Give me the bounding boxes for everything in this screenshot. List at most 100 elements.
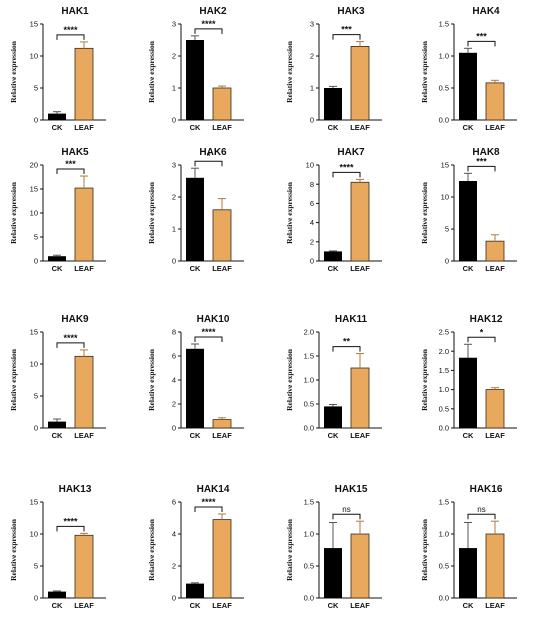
x-tick-label: CK xyxy=(52,123,63,132)
chart-svg: HAK7 Relative expression 0 2 4 6 8 10 CK LEAF **** xyxy=(285,147,382,273)
y-tick-label: 1.5 xyxy=(304,352,314,361)
chart-svg: HAK3 Relative expression 0 1 2 3 CK LEAF *** xyxy=(285,6,382,132)
significance-bracket xyxy=(56,525,85,532)
y-axis-label: Relative expression xyxy=(9,40,18,103)
y-tick-label: 2 xyxy=(172,400,176,409)
y-tick-label: 2 xyxy=(172,562,176,571)
y-axis-label: Relative expression xyxy=(420,40,429,103)
significance-label: *** xyxy=(341,25,352,35)
x-tick-label: LEAF xyxy=(485,601,505,610)
y-tick-label: 10 xyxy=(441,193,449,202)
bar-ck xyxy=(459,181,477,261)
bar-ck xyxy=(48,256,66,261)
significance-label: **** xyxy=(63,333,78,343)
y-tick-label: 15 xyxy=(30,328,38,337)
y-tick-label: 1.0 xyxy=(304,376,314,385)
chart-title: HAK6 xyxy=(199,147,227,158)
chart-title: HAK12 xyxy=(470,314,503,325)
y-tick-label: 6 xyxy=(172,498,176,507)
significance-label: **** xyxy=(201,327,216,337)
chart-panel-hak10: HAK10 Relative expression 0 2 4 6 8 CK LEAF **** xyxy=(141,308,269,448)
y-tick-label: 3 xyxy=(310,20,314,29)
y-tick-label: 0 xyxy=(172,594,176,603)
bar-ck xyxy=(324,88,342,120)
y-tick-label: 5 xyxy=(34,392,38,401)
bar-leaf xyxy=(485,533,505,599)
y-tick-label: 1.0 xyxy=(439,385,449,394)
chart-panel-hak9: HAK9 Relative expression 0 5 10 15 CK LEAF **** xyxy=(3,308,131,448)
significance-label: * xyxy=(480,327,484,337)
chart-svg: HAK11 Relative expression 0.0 0.5 1.0 1.5 2.0 C… xyxy=(285,314,382,440)
y-tick-label: 1 xyxy=(172,84,176,93)
y-tick-label: 0.5 xyxy=(304,562,314,571)
chart-title: HAK3 xyxy=(337,6,365,17)
x-tick-label: LEAF xyxy=(350,431,370,440)
bar-leaf xyxy=(212,419,232,429)
y-tick-label: 4 xyxy=(310,218,314,227)
x-tick-label: CK xyxy=(463,264,474,273)
x-tick-label: CK xyxy=(190,264,201,273)
significance-bracket xyxy=(332,346,361,352)
chart-panel-hak5: HAK5 Relative expression 0 5 10 15 20 CK LEAF *** xyxy=(3,141,131,281)
y-tick-label: 2 xyxy=(310,237,314,246)
y-tick-label: 10 xyxy=(30,530,38,539)
chart-panel-hak16: HAK16 Relative expression 0.0 0.5 1.0 1.5 CK LE… xyxy=(414,478,542,618)
x-tick-label: CK xyxy=(463,431,474,440)
chart-svg: HAK9 Relative expression 0 5 10 15 CK LEAF **** xyxy=(9,314,106,440)
x-tick-label: CK xyxy=(190,123,201,132)
y-tick-label: 15 xyxy=(30,185,38,194)
chart-panel-hak6: HAK6 Relative expression 0 1 2 3 CK LEAF * xyxy=(141,141,269,281)
significance-label: ns xyxy=(342,505,350,514)
y-tick-label: 10 xyxy=(30,52,38,61)
significance-bracket xyxy=(194,336,223,342)
y-tick-label: 4 xyxy=(172,376,176,385)
bar-ck xyxy=(186,177,204,261)
y-tick-label: 15 xyxy=(441,161,449,170)
chart-svg: HAK5 Relative expression 0 5 10 15 20 CK LEAF *** xyxy=(9,147,106,273)
y-tick-label: 0.5 xyxy=(304,400,314,409)
bar-ck xyxy=(324,406,342,428)
significance-label: **** xyxy=(63,516,78,526)
y-tick-label: 2 xyxy=(310,52,314,61)
y-tick-label: 2 xyxy=(172,52,176,61)
bar-ck xyxy=(324,251,342,261)
chart-title: HAK14 xyxy=(197,484,230,495)
significance-label: ns xyxy=(477,505,485,514)
y-tick-label: 1.5 xyxy=(439,498,449,507)
y-tick-label: 4 xyxy=(172,530,176,539)
chart-title: HAK16 xyxy=(470,484,503,495)
x-tick-label: LEAF xyxy=(350,601,370,610)
significance-bracket xyxy=(56,34,85,40)
significance-bracket xyxy=(467,40,496,47)
bar-ck xyxy=(186,40,204,120)
x-tick-label: CK xyxy=(190,601,201,610)
x-tick-label: LEAF xyxy=(350,123,370,132)
y-axis-label: Relative expression xyxy=(9,518,18,581)
chart-title: HAK4 xyxy=(472,6,500,17)
y-tick-label: 15 xyxy=(30,498,38,507)
chart-svg: HAK4 Relative expression 0.0 0.5 1.0 1.5 CK LEA… xyxy=(420,6,517,132)
x-tick-label: LEAF xyxy=(74,431,94,440)
bar-leaf xyxy=(485,389,505,429)
y-tick-label: 5 xyxy=(34,562,38,571)
y-axis-label: Relative expression xyxy=(9,348,18,411)
bar-ck xyxy=(324,548,342,598)
chart-title: HAK7 xyxy=(337,147,365,158)
x-tick-label: CK xyxy=(52,601,63,610)
y-tick-label: 5 xyxy=(445,225,449,234)
chart-panel-hak1: HAK1 Relative expression 0 5 10 15 CK LEAF **** xyxy=(3,0,131,140)
x-tick-label: CK xyxy=(52,264,63,273)
significance-bracket xyxy=(332,34,361,40)
chart-panel-hak11: HAK11 Relative expression 0.0 0.5 1.0 1.5 2.0 C… xyxy=(279,308,407,448)
chart-panel-hak2: HAK2 Relative expression 0 1 2 3 CK LEAF **** xyxy=(141,0,269,140)
bar-leaf xyxy=(350,46,370,121)
bar-ck xyxy=(459,357,477,428)
y-tick-label: 0.5 xyxy=(439,404,449,413)
x-tick-label: CK xyxy=(52,431,63,440)
y-axis-label: Relative expression xyxy=(147,181,156,244)
chart-panel-hak15: HAK15 Relative expression 0.0 0.5 1.0 1.5 CK LE… xyxy=(279,478,407,618)
bar-leaf xyxy=(74,187,94,262)
y-tick-label: 0.5 xyxy=(439,562,449,571)
significance-label: *** xyxy=(476,156,487,166)
y-axis-label: Relative expression xyxy=(420,518,429,581)
